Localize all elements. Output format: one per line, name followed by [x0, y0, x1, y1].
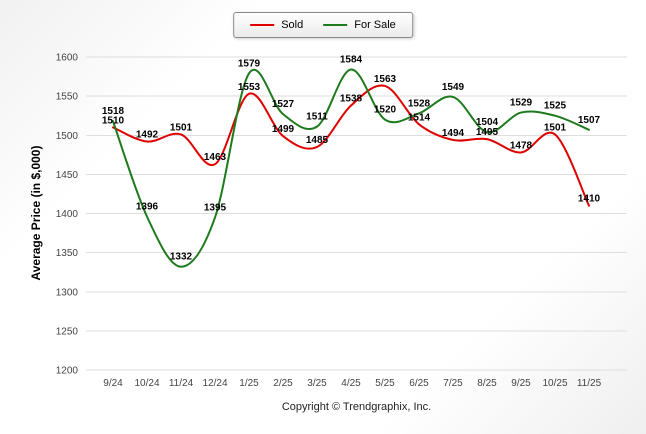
y-tick-label: 1450 [56, 170, 79, 181]
y-tick-label: 1250 [56, 326, 79, 337]
data-point-label: 1538 [340, 94, 363, 105]
data-point-label: 1528 [408, 98, 431, 109]
data-point-label: 1396 [136, 202, 159, 213]
data-point-label: 1494 [442, 128, 465, 139]
x-tick-label: 5/25 [375, 378, 395, 389]
data-point-label: 1549 [442, 82, 465, 93]
data-point-label: 1525 [544, 101, 567, 112]
data-point-label: 1501 [170, 122, 193, 133]
x-tick-label: 9/24 [103, 378, 123, 389]
y-tick-label: 1400 [56, 209, 79, 220]
x-tick-label: 9/25 [511, 378, 531, 389]
data-point-label: 1410 [578, 194, 601, 205]
data-point-label: 1501 [544, 122, 567, 133]
data-point-label: 1499 [272, 124, 295, 135]
chart-legend: Sold For Sale [233, 12, 413, 38]
data-point-label: 1584 [340, 55, 363, 66]
x-tick-label: 12/24 [202, 378, 227, 389]
y-tick-label: 1550 [56, 92, 79, 103]
x-tick-label: 11/24 [169, 378, 194, 389]
y-tick-label: 1200 [56, 366, 79, 377]
y-tick-label: 1350 [56, 248, 79, 259]
x-tick-label: 2/25 [273, 378, 293, 389]
data-point-label: 1507 [578, 115, 601, 126]
legend-label-sold: Sold [281, 19, 304, 31]
y-tick-label: 1300 [56, 287, 79, 298]
series-line-sold [112, 84, 590, 207]
x-tick-label: 3/25 [307, 378, 327, 389]
x-tick-label: 10/24 [134, 378, 159, 389]
data-point-label: 1478 [510, 140, 533, 151]
data-point-label: 1332 [170, 252, 193, 263]
data-point-label: 1520 [374, 105, 397, 116]
y-tick-label: 1500 [56, 131, 79, 142]
legend-item-sold: Sold [250, 19, 303, 31]
data-point-label: 1518 [102, 106, 125, 117]
data-point-label: 1553 [238, 82, 261, 93]
sold-line-swatch [250, 24, 275, 26]
data-point-label: 1485 [306, 135, 329, 146]
x-tick-label: 8/25 [477, 378, 497, 389]
data-point-label: 1495 [476, 127, 499, 138]
data-point-label: 1463 [204, 152, 227, 163]
data-point-label: 1529 [510, 98, 533, 109]
x-tick-label: 11/25 [577, 378, 602, 389]
data-point-label: 1504 [476, 117, 499, 128]
legend-item-for-sale: For Sale [323, 19, 396, 31]
x-tick-label: 1/25 [239, 378, 259, 389]
series-line-for-sale [112, 68, 590, 268]
data-point-label: 1511 [306, 112, 328, 123]
y-tick-label: 1600 [56, 53, 79, 64]
x-tick-label: 10/25 [542, 378, 567, 389]
copyright-footer: Copyright © Trendgraphix, Inc. [281, 401, 432, 413]
data-point-label: 1527 [272, 99, 295, 110]
x-tick-label: 6/25 [409, 378, 429, 389]
data-point-label: 1579 [238, 58, 261, 69]
data-point-label: 1514 [408, 112, 431, 123]
legend-label-for-sale: For Sale [354, 19, 396, 31]
data-point-label: 1563 [374, 74, 397, 85]
data-point-label: 1510 [102, 115, 125, 126]
x-tick-label: 7/25 [443, 378, 463, 389]
for-sale-line-swatch [323, 24, 348, 26]
x-tick-label: 4/25 [341, 378, 361, 389]
data-point-label: 1395 [204, 202, 227, 213]
data-point-label: 1492 [136, 130, 159, 141]
